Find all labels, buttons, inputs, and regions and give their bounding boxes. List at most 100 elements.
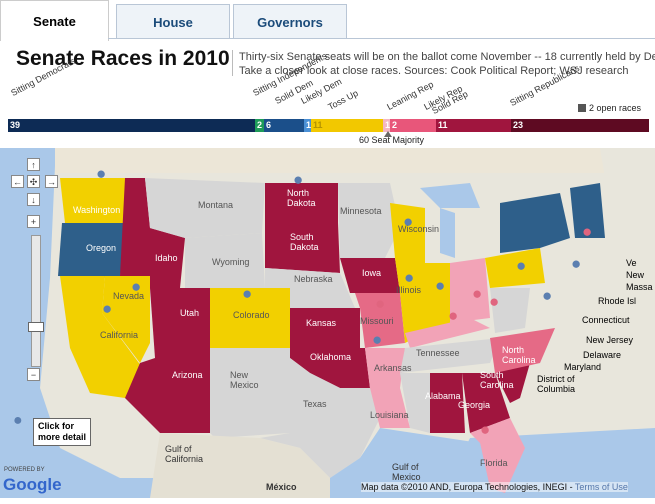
state-kansas[interactable] xyxy=(290,308,360,348)
callout-rhode-island[interactable]: Rhode Isl xyxy=(598,296,637,306)
state-north-carolina[interactable] xyxy=(490,328,555,373)
state-georgia[interactable] xyxy=(462,373,510,433)
state-tennessee[interactable] xyxy=(400,338,500,373)
state-new-york[interactable] xyxy=(500,193,570,253)
state-louisiana[interactable] xyxy=(370,388,410,428)
state-oklahoma[interactable] xyxy=(290,348,370,388)
state-colorado[interactable] xyxy=(210,288,290,348)
click-for-detail-label[interactable]: Click for more detail xyxy=(33,418,92,446)
state-wisconsin[interactable] xyxy=(390,203,425,258)
us-map[interactable]: Washington Oregon Idaho Montana Wyoming … xyxy=(0,148,655,498)
label-gulf-of-california: Gulf of California xyxy=(165,444,204,464)
pan-up-icon[interactable]: ↑ xyxy=(27,158,40,171)
seat-segment-likely-dem[interactable]: 1 xyxy=(304,119,311,132)
state-new-mexico[interactable] xyxy=(210,348,290,438)
candidate-pin-icon[interactable]: ● xyxy=(480,420,491,439)
candidate-pin-icon[interactable]: ● xyxy=(293,170,304,189)
callout-delaware[interactable]: Delaware xyxy=(583,350,622,360)
seat-value: 11 xyxy=(313,120,323,130)
google-logo-text: Google xyxy=(3,475,62,494)
candidate-pin-icon[interactable]: ● xyxy=(372,330,383,349)
seat-value: 2 xyxy=(257,120,263,130)
pan-right-icon[interactable]: → xyxy=(45,175,58,188)
pan-center-icon[interactable]: ✣ xyxy=(27,175,40,188)
zoom-slider-thumb[interactable] xyxy=(28,322,44,332)
candidate-pin-icon[interactable]: ● xyxy=(404,268,415,287)
candidate-pin-icon[interactable]: ● xyxy=(242,284,253,303)
state-minnesota[interactable] xyxy=(338,183,400,258)
pan-down-icon[interactable]: ↓ xyxy=(27,193,40,206)
callout-maryland[interactable]: Maryland xyxy=(564,362,602,372)
pan-left-icon[interactable]: ← xyxy=(11,175,24,188)
terms-of-use-link[interactable]: Terms of Use xyxy=(574,482,628,492)
seat-segment-solid-rep[interactable]: 11 xyxy=(436,119,511,132)
state-oregon[interactable] xyxy=(58,223,125,278)
state-ohio[interactable] xyxy=(450,258,490,323)
callout-new-jersey[interactable]: New Jersey xyxy=(586,335,634,345)
candidate-pin-icon[interactable]: ● xyxy=(96,164,107,183)
seat-segment-solid-dem[interactable]: 6 xyxy=(264,119,304,132)
seat-segment-sitting-republicans[interactable]: 23 xyxy=(511,119,649,132)
state-kentucky[interactable] xyxy=(405,318,490,348)
person-icon: ● xyxy=(13,412,23,429)
callout-vermont[interactable]: Ve xyxy=(626,258,637,268)
state-iowa[interactable] xyxy=(340,258,400,293)
majority-label: 60 Seat Majority xyxy=(359,135,425,145)
state-illinois[interactable] xyxy=(395,258,425,343)
callout-massachusetts[interactable]: Massa xyxy=(626,282,653,292)
state-new-england[interactable] xyxy=(570,183,605,238)
mexico-area xyxy=(150,433,330,498)
seat-segment-toss-up[interactable]: 11 xyxy=(311,119,383,132)
state-mississippi[interactable] xyxy=(400,373,430,433)
majority-marker xyxy=(384,131,392,137)
state-california[interactable] xyxy=(60,276,150,398)
candidate-pin-icon[interactable]: ● xyxy=(131,277,142,296)
callout-district-of-columbia[interactable]: District of Columbia xyxy=(537,374,576,394)
state-missouri[interactable] xyxy=(355,293,405,348)
seat-segment-likely-rep[interactable]: 2 xyxy=(390,119,436,132)
state-wyoming[interactable] xyxy=(185,233,265,288)
tab-governors[interactable]: Governors xyxy=(233,4,347,39)
state-washington[interactable] xyxy=(60,178,125,223)
zoom-out-icon[interactable]: − xyxy=(27,368,40,381)
state-nebraska[interactable] xyxy=(265,268,355,308)
candidate-pin-icon[interactable]: ● xyxy=(435,276,446,295)
seat-value: 1 xyxy=(385,120,390,130)
tab-senate[interactable]: Senate xyxy=(0,0,109,41)
candidate-pin-icon[interactable]: ● xyxy=(403,212,414,231)
state-montana[interactable] xyxy=(145,178,265,238)
state-north-dakota[interactable] xyxy=(265,183,338,223)
candidate-pin-icon[interactable]: ● xyxy=(542,286,553,305)
seat-segment-leaning-rep[interactable]: 1 xyxy=(383,119,390,132)
seat-segment-sitting-democrats[interactable]: 39 xyxy=(8,119,255,132)
state-south-dakota[interactable] xyxy=(265,223,340,273)
label-oklahoma: Oklahoma xyxy=(310,352,352,362)
state-texas[interactable] xyxy=(260,358,380,478)
callout-connecticut[interactable]: Connecticut xyxy=(582,315,630,325)
state-alabama[interactable] xyxy=(430,373,465,433)
state-florida[interactable] xyxy=(470,418,525,493)
candidate-pin-icon[interactable]: ● xyxy=(375,294,386,313)
state-south-carolina[interactable] xyxy=(495,363,530,403)
state-arizona[interactable] xyxy=(125,358,210,433)
seat-segment-sitting-independents[interactable]: 2 xyxy=(255,119,264,132)
tab-house[interactable]: House xyxy=(116,4,230,39)
candidate-pin-icon[interactable]: ● xyxy=(516,256,527,275)
candidate-pin-icon[interactable]: ● xyxy=(489,292,500,311)
candidate-pin-icon[interactable]: ● xyxy=(472,284,483,303)
state-utah[interactable] xyxy=(150,288,210,358)
callout-new-hampshire[interactable]: New xyxy=(626,270,645,280)
state-idaho[interactable] xyxy=(120,178,185,288)
state-virginia[interactable] xyxy=(490,288,530,333)
candidate-pin-icon[interactable]: ● xyxy=(571,254,582,273)
candidate-pin-icon[interactable]: ● xyxy=(102,299,113,318)
zoom-slider-track[interactable] xyxy=(31,235,41,367)
state-arkansas[interactable] xyxy=(365,348,405,388)
state-nevada[interactable] xyxy=(102,276,150,363)
state-indiana[interactable] xyxy=(425,263,450,333)
candidate-pin-icon[interactable]: ● xyxy=(448,306,459,325)
label-wisconsin: Wisconsin xyxy=(398,224,440,234)
state-pennsylvania[interactable] xyxy=(485,248,545,288)
candidate-pin-icon[interactable]: ● xyxy=(582,222,593,241)
zoom-in-icon[interactable]: + xyxy=(27,215,40,228)
